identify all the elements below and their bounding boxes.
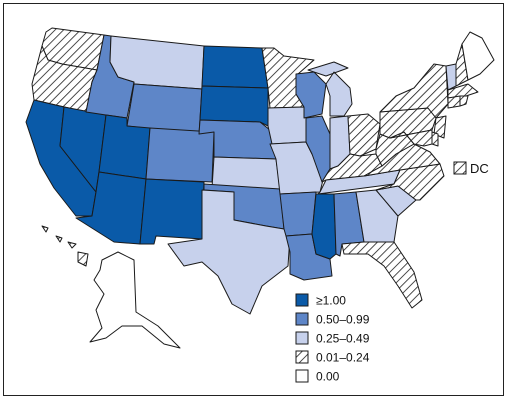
state-ak[interactable] — [89, 251, 181, 349]
dc-label: DC — [470, 161, 489, 176]
state-co[interactable] — [145, 127, 215, 183]
state-de[interactable] — [431, 131, 439, 147]
state-nm[interactable] — [139, 178, 205, 245]
dc-marker: DC — [453, 161, 489, 176]
state-md[interactable] — [389, 129, 433, 147]
legend-swatch-3 — [295, 350, 309, 364]
state-mi[interactable] — [307, 61, 353, 117]
state-hi[interactable] — [41, 225, 89, 267]
legend-swatch-1 — [295, 312, 309, 326]
legend-label-2: 0.25–0.49 — [316, 332, 370, 346]
state-ms[interactable] — [311, 193, 337, 260]
state-tx[interactable] — [167, 189, 291, 315]
state-ar[interactable] — [279, 191, 317, 237]
state-ga[interactable] — [355, 189, 399, 243]
state-vt[interactable] — [445, 63, 457, 91]
state-me[interactable] — [461, 31, 495, 81]
state-nd[interactable] — [201, 45, 269, 89]
state-fl[interactable] — [341, 241, 423, 309]
state-sd[interactable] — [199, 85, 269, 127]
us-choropleth-map: DC ≥1.00 0.50–0.99 0.25–0.49 0.01–0.24 0.00 — [25, 27, 495, 384]
state-ri[interactable] — [459, 95, 469, 107]
states-layer — [25, 27, 495, 349]
state-ct[interactable] — [447, 95, 461, 109]
map-frame: DC ≥1.00 0.50–0.99 0.25–0.49 0.01–0.24 0.00 — [3, 3, 504, 396]
legend-label-4: 0.00 — [316, 370, 340, 384]
state-wi[interactable] — [295, 71, 327, 119]
state-ks[interactable] — [211, 156, 281, 190]
legend-swatch-2 — [295, 331, 309, 345]
state-ma[interactable] — [447, 83, 479, 99]
legend-swatch-4 — [295, 369, 309, 383]
dc-swatch[interactable] — [453, 161, 467, 175]
state-oh[interactable] — [347, 113, 381, 157]
map-legend: ≥1.00 0.50–0.99 0.25–0.49 0.01–0.24 0.00 — [295, 293, 370, 384]
state-nj[interactable] — [433, 115, 447, 139]
legend-label-0: ≥1.00 — [316, 294, 346, 308]
legend-label-1: 0.50–0.99 — [316, 313, 370, 327]
legend-swatch-0 — [295, 293, 309, 307]
legend-label-3: 0.01–0.24 — [316, 351, 370, 365]
